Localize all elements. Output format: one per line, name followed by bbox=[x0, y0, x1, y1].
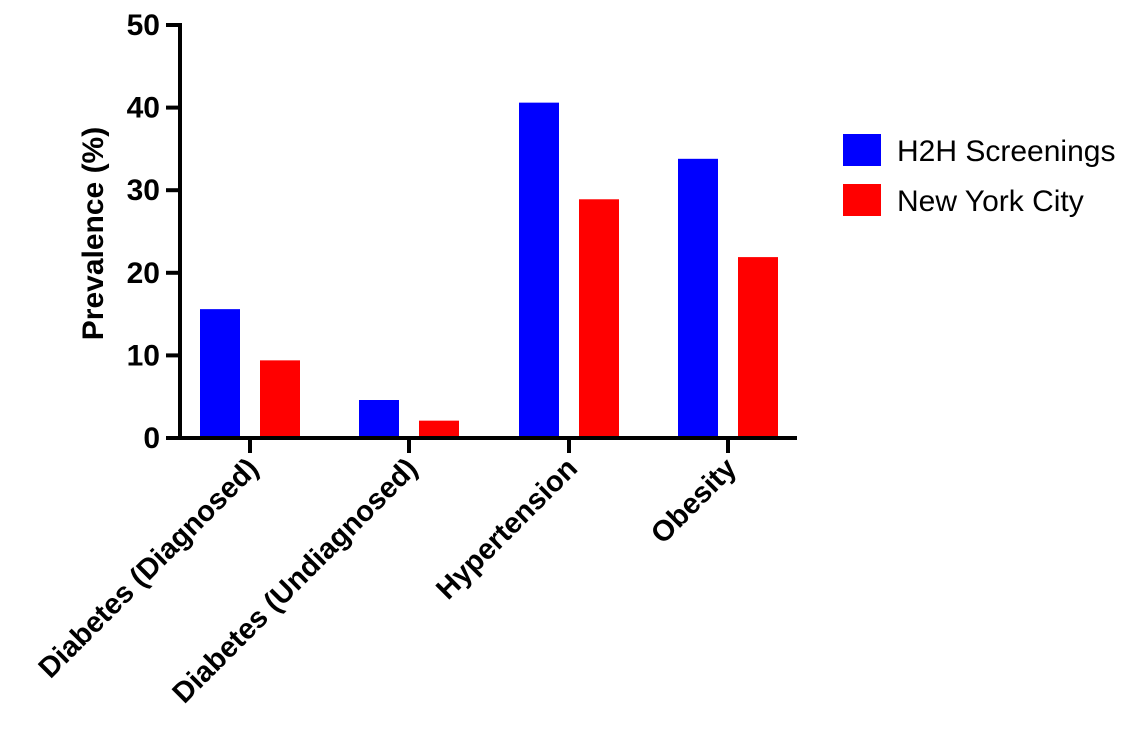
bar-h2h-3 bbox=[678, 158, 718, 438]
axes-group bbox=[178, 23, 797, 440]
y-tick-label: 10 bbox=[127, 339, 160, 372]
y-ticks-group: 0 10 20 30 40 50 bbox=[127, 9, 180, 455]
bars-group bbox=[200, 102, 778, 439]
bar-h2h-0 bbox=[200, 309, 240, 438]
y-tick-label: 20 bbox=[127, 257, 160, 290]
y-tick-label: 50 bbox=[127, 9, 160, 42]
legend-label-h2h: H2H Screenings bbox=[897, 135, 1115, 168]
x-tick-label: Hypertension bbox=[430, 452, 584, 606]
bar-nyc-1 bbox=[419, 420, 459, 438]
y-axis-title: Prevalence (%) bbox=[77, 127, 110, 340]
bar-h2h-1 bbox=[359, 400, 399, 438]
legend-label-nyc: New York City bbox=[897, 185, 1084, 218]
bar-h2h-2 bbox=[519, 102, 559, 439]
bar-nyc-2 bbox=[579, 199, 619, 438]
legend: H2H Screenings New York City bbox=[843, 134, 1115, 218]
legend-swatch-nyc bbox=[843, 184, 881, 216]
y-tick-label: 0 bbox=[143, 422, 160, 455]
bar-nyc-0 bbox=[260, 360, 300, 438]
legend-swatch-h2h bbox=[843, 134, 881, 166]
y-tick-label: 30 bbox=[127, 174, 160, 207]
bar-nyc-3 bbox=[738, 257, 778, 438]
x-ticks-group: Diabetes (Diagnosed)Diabetes (Undiagnose… bbox=[33, 438, 743, 710]
y-tick-label: 40 bbox=[127, 92, 160, 125]
x-tick-label: Obesity bbox=[645, 452, 743, 550]
